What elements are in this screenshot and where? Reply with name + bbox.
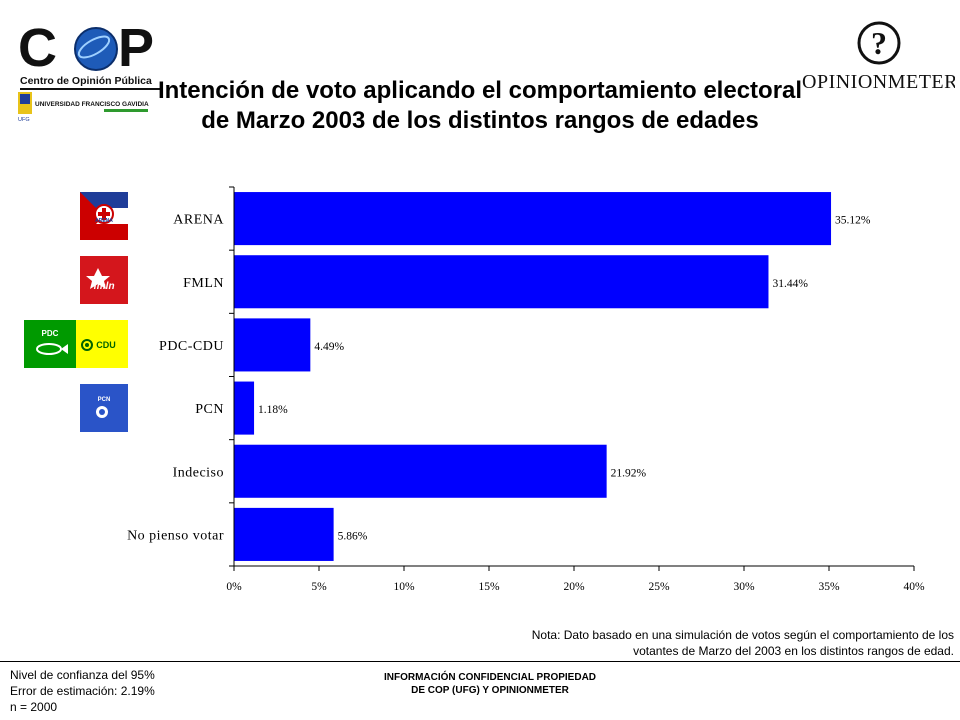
data-label: 35.12% — [835, 215, 871, 227]
x-tick-label: 30% — [733, 581, 755, 593]
cop-logo: C P Centro de Opinión Pública UNIVERSIDA… — [14, 14, 164, 124]
cdu-logo-text: CDU — [96, 340, 116, 350]
x-tick-label: 25% — [648, 581, 670, 593]
opinionmeter-wordmark: OPINIONMETER — [802, 71, 955, 93]
labels-group: ARENA 35.12% FMLN 31.44% PDC-CDU 4.49% PCN 1.18… — [127, 213, 925, 593]
x-tick-label: 35% — [818, 581, 840, 593]
category-label: PCN — [195, 402, 224, 417]
category-label: Indeciso — [173, 465, 224, 480]
fmln-flag-icon: fmln — [80, 256, 128, 304]
survey-stats: Nivel de confianza del 95% Error de esti… — [10, 667, 155, 715]
x-tick-label: 15% — [478, 581, 500, 593]
bar-3 — [234, 381, 255, 435]
bar-5 — [234, 507, 334, 561]
footnote-line-1: Nota: Dato basado en una simulación de v… — [531, 628, 954, 642]
category-label: ARENA — [173, 213, 224, 228]
category-label: PDC-CDU — [159, 339, 224, 354]
pdc-cdu-logo: PDC CDU — [24, 320, 128, 368]
confidentiality-notice: INFORMACIÓN CONFIDENCIAL PROPIEDAD DE CO… — [383, 672, 597, 696]
cdu-circle-icon — [81, 339, 93, 351]
pcn-logo-text: PCN — [98, 397, 111, 403]
category-label: No pienso votar — [127, 528, 224, 543]
globe-icon — [75, 28, 117, 70]
x-tick-label: 40% — [903, 581, 925, 593]
x-tick-label: 0% — [226, 581, 242, 593]
category-label: FMLN — [183, 276, 224, 291]
arena-flag-icon: ARENA — [80, 192, 128, 240]
cop-logo-c: C — [18, 18, 57, 78]
cop-logo-caption: Centro de Opinión Pública — [20, 75, 152, 87]
arena-logo-text: ARENA — [95, 218, 113, 224]
data-label: 31.44% — [772, 278, 808, 290]
data-label: 4.49% — [314, 341, 344, 353]
cop-logo-p: P — [118, 18, 154, 78]
data-label: 5.86% — [338, 530, 368, 542]
fmln-logo-text: fmln — [93, 281, 114, 292]
axes-group — [229, 186, 915, 571]
x-tick-label: 5% — [311, 581, 327, 593]
bar-2 — [234, 318, 311, 372]
x-tick-label: 20% — [563, 581, 585, 593]
data-label: 21.92% — [611, 467, 647, 479]
question-circle-icon — [857, 21, 901, 65]
svg-text:?: ? — [871, 25, 887, 61]
ufg-short: UFG — [18, 117, 30, 123]
bar-1 — [234, 255, 769, 309]
estimation-error: Error de estimación: 2.19% — [10, 684, 155, 698]
bar-4 — [234, 444, 607, 498]
data-label: 1.18% — [258, 404, 288, 416]
pcn-flag-icon: PCN — [80, 384, 128, 432]
opinionmeter-logo: ? OPINIONMETER — [800, 18, 958, 98]
footnote-line-2: votantes de Marzo del 2003 en los distin… — [633, 644, 954, 658]
bars-group — [234, 192, 832, 561]
sample-size: n = 2000 — [10, 700, 58, 714]
university-name: UNIVERSIDAD FRANCISCO GAVIDIA — [35, 101, 149, 108]
bar-0 — [234, 192, 832, 246]
chart-title: Intención de voto aplicando el comportam… — [157, 77, 803, 134]
footnote: Nota: Dato basado en una simulación de v… — [470, 627, 954, 659]
confidence-level: Nivel de confianza del 95% — [10, 668, 155, 682]
x-tick-label: 10% — [393, 581, 415, 593]
footer-divider — [0, 661, 960, 662]
pdc-logo-text: PDC — [42, 329, 59, 338]
